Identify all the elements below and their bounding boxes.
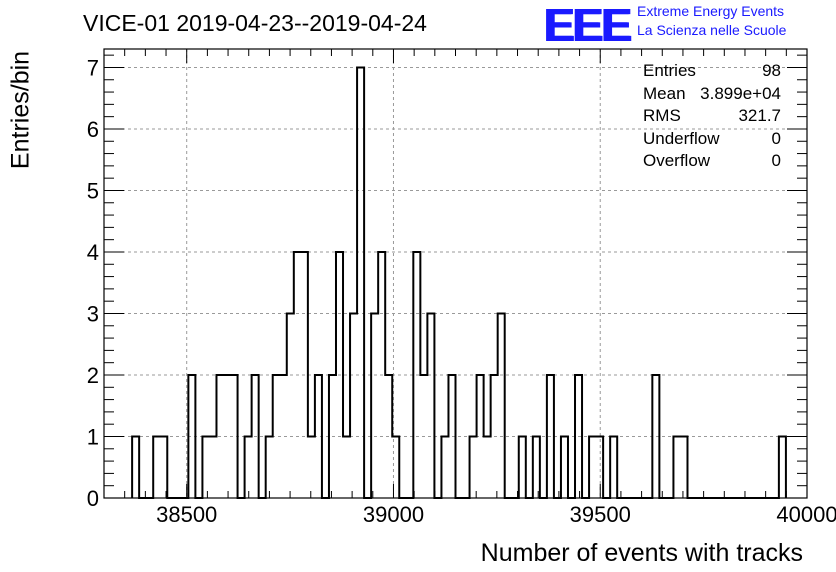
x-axis-label: Number of events with tracks (480, 539, 803, 567)
histogram-bin (575, 375, 582, 498)
logo-caption-line1: Extreme Energy Events (637, 3, 785, 19)
stats-key: Overflow (643, 151, 711, 171)
y-axis-label: Entries/bin (6, 50, 35, 170)
histogram-bin (188, 375, 195, 498)
stats-key: Mean (643, 83, 686, 103)
x-tick-label: 39500 (570, 502, 631, 527)
stats-row-entries: Entries 98 (643, 60, 781, 83)
histogram-bin (610, 436, 617, 498)
histogram-bin (280, 375, 287, 498)
histogram-bin (336, 252, 343, 498)
histogram-bin (132, 436, 139, 498)
histogram-bin (224, 375, 231, 498)
y-tick-label: 5 (87, 178, 99, 203)
histogram-bin (252, 375, 259, 498)
y-tick-label: 6 (87, 117, 99, 142)
histogram-bin (315, 375, 322, 498)
histogram-bin (498, 313, 505, 498)
histogram-bin (245, 436, 252, 498)
tick-labels: 38500 39000 39500 40000 0 1 2 3 4 5 6 7 (87, 55, 836, 527)
logo-caption-line2: La Scienza nelle Scuole (637, 22, 787, 38)
eee-logo: EEE (543, 0, 631, 51)
histogram-bin (519, 436, 526, 498)
histogram-bin (153, 436, 160, 498)
stats-row-underflow: Underflow 0 (643, 128, 781, 151)
histogram-bin (216, 375, 223, 498)
histogram-bin (589, 436, 596, 498)
y-tick-label: 0 (87, 486, 99, 511)
histogram-bin (202, 436, 209, 498)
stats-row-overflow: Overflow 0 (643, 150, 781, 173)
histogram-bin (673, 436, 680, 498)
histogram-bin (779, 436, 786, 498)
axes (103, 48, 808, 499)
histogram-bin (343, 436, 350, 498)
stats-value: 0 (771, 151, 781, 171)
histogram-bin (533, 436, 540, 498)
x-tick-label: 38500 (156, 502, 217, 527)
stats-value: 98 (762, 61, 781, 80)
histogram-bin (266, 436, 273, 498)
histogram-bin (547, 375, 554, 498)
chart-title: VICE-01 2019-04-23--2019-04-24 (83, 10, 427, 36)
histogram-bin (448, 375, 455, 498)
histogram-bin (294, 252, 301, 498)
stats-key: RMS (643, 106, 681, 126)
y-tick-label: 7 (87, 55, 99, 80)
stats-key: Entries (643, 61, 696, 80)
histogram-bin (209, 436, 216, 498)
histogram-bin (561, 436, 568, 498)
histogram-bin (231, 375, 238, 498)
histogram-bin (596, 436, 603, 498)
histogram-bin (350, 313, 357, 498)
stats-row-rms: RMS 321.7 (643, 105, 781, 128)
histogram-bin (680, 436, 687, 498)
histogram-bin (413, 252, 420, 498)
stats-row-mean: Mean 3.899e+04 (643, 83, 781, 106)
y-tick-label: 3 (87, 301, 99, 326)
x-tick-label: 39000 (363, 502, 424, 527)
histogram-bin (427, 313, 434, 498)
y-tick-label: 2 (87, 363, 99, 388)
histogram-bin (273, 375, 280, 498)
stats-value: 0 (771, 128, 781, 148)
histogram-bin (470, 436, 477, 498)
histogram-bin (329, 375, 336, 498)
grid (104, 49, 807, 498)
histogram-bin (491, 375, 498, 498)
y-tick-label: 1 (87, 424, 99, 449)
histogram-bin (385, 375, 392, 498)
histogram-bin (420, 375, 427, 498)
stats-box: Entries 98 Mean 3.899e+04 RMS 321.7 Unde… (643, 60, 781, 173)
histogram-bin (484, 436, 491, 498)
histogram-bin (357, 67, 364, 498)
histogram-bin (287, 313, 294, 498)
stats-value: 321.7 (738, 106, 781, 126)
histogram-bin (378, 252, 385, 498)
histogram-bin (652, 375, 659, 498)
histogram-bin (301, 252, 308, 498)
y-tick-label: 4 (87, 240, 99, 265)
logo-caption: Extreme Energy Events La Scienza nelle S… (637, 2, 786, 40)
stats-key: Underflow (643, 128, 720, 148)
histogram-bin (160, 436, 167, 498)
stats-value: 3.899e+04 (700, 83, 781, 103)
histogram-bin (477, 375, 484, 498)
x-tick-label: 40000 (776, 502, 836, 527)
histogram-bin (308, 436, 315, 498)
histogram-bin (441, 436, 448, 498)
histogram-bin (371, 313, 378, 498)
